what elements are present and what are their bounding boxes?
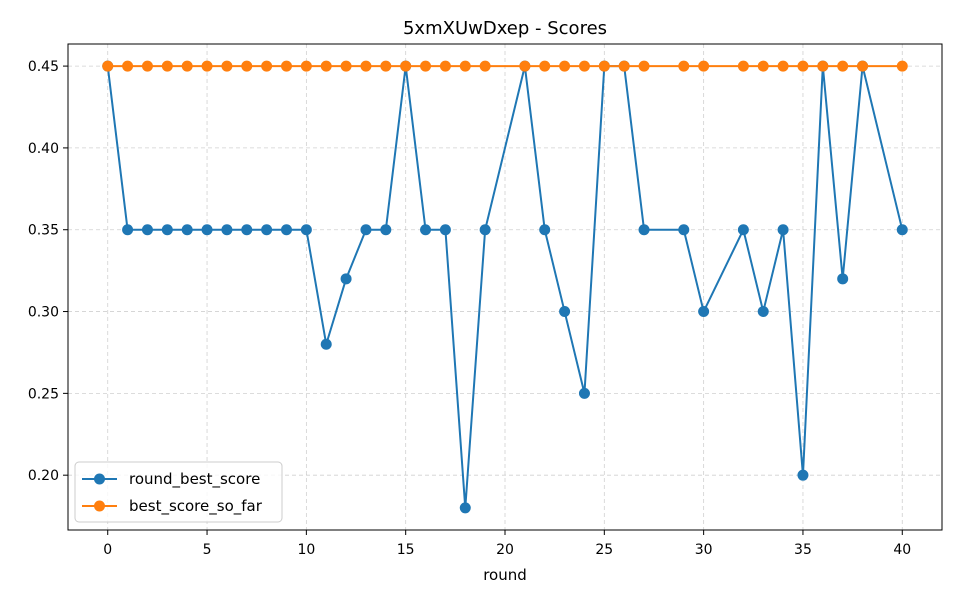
x-tick-label: 35: [794, 542, 812, 558]
data-point-round_best_score: [241, 224, 253, 236]
data-point-best_score_so_far: [698, 60, 710, 72]
grid: [68, 44, 942, 530]
legend-marker-best_score_so_far: [94, 500, 105, 512]
data-point-best_score_so_far: [400, 60, 412, 72]
data-point-round_best_score: [797, 469, 809, 481]
x-tick-label: 15: [397, 542, 415, 558]
series-layer: [102, 60, 908, 514]
data-point-best_score_so_far: [281, 60, 292, 72]
y-tick-label: 0.45: [28, 59, 59, 75]
data-point-round_best_score: [261, 224, 273, 236]
data-point-best_score_so_far: [181, 60, 193, 72]
data-point-best_score_so_far: [598, 60, 610, 72]
data-point-round_best_score: [320, 338, 332, 350]
data-point-round_best_score: [559, 306, 571, 318]
data-point-round_best_score: [678, 224, 690, 236]
x-axis-label: round: [483, 566, 527, 584]
data-point-best_score_so_far: [241, 60, 253, 72]
x-tick-label: 20: [496, 542, 514, 558]
data-point-best_score_so_far: [360, 60, 372, 72]
data-point-round_best_score: [439, 224, 451, 236]
data-point-best_score_so_far: [578, 60, 590, 72]
data-point-round_best_score: [380, 224, 392, 236]
data-point-best_score_so_far: [737, 60, 749, 72]
data-point-best_score_so_far: [439, 60, 451, 72]
y-tick-label: 0.35: [28, 223, 59, 239]
x-tick-label: 30: [695, 542, 713, 558]
data-point-round_best_score: [757, 306, 769, 318]
x-tick-label: 25: [595, 542, 613, 558]
data-point-best_score_so_far: [896, 60, 908, 72]
data-point-best_score_so_far: [559, 60, 571, 72]
data-point-best_score_so_far: [777, 60, 789, 72]
data-point-round_best_score: [122, 224, 134, 236]
series-line-round_best_score: [106, 65, 904, 509]
data-point-best_score_so_far: [459, 60, 471, 72]
data-point-best_score_so_far: [817, 60, 829, 72]
data-point-round_best_score: [837, 273, 849, 285]
legend-box: [74, 461, 283, 523]
data-point-round_best_score: [578, 387, 590, 399]
x-tick-label: 5: [203, 542, 212, 558]
x-tick-label: 0: [103, 542, 112, 558]
data-point-best_score_so_far: [757, 60, 769, 72]
data-point-round_best_score: [777, 224, 789, 236]
data-point-best_score_so_far: [638, 60, 650, 72]
data-point-round_best_score: [340, 273, 352, 285]
data-point-best_score_so_far: [300, 60, 312, 72]
data-point-round_best_score: [181, 224, 193, 236]
data-point-best_score_so_far: [519, 60, 531, 72]
y-tick-label: 0.30: [28, 305, 59, 321]
ticks: 0 5 10 15 20 25 30 35 40 0.20 0.25 0.30 0.35 0.40 0.45: [28, 59, 911, 558]
y-tick-label: 0.25: [28, 386, 59, 402]
data-point-best_score_so_far: [221, 60, 233, 72]
data-point-best_score_so_far: [340, 60, 352, 72]
data-point-best_score_so_far: [539, 60, 551, 72]
data-point-best_score_so_far: [857, 60, 869, 72]
data-point-round_best_score: [201, 224, 213, 236]
data-point-round_best_score: [141, 224, 153, 236]
data-point-best_score_so_far: [122, 60, 134, 72]
data-point-round_best_score: [420, 224, 432, 236]
data-point-round_best_score: [737, 224, 749, 236]
data-point-best_score_so_far: [678, 60, 690, 72]
data-point-best_score_so_far: [261, 60, 273, 72]
data-point-round_best_score: [281, 224, 292, 236]
data-point-best_score_so_far: [141, 60, 153, 72]
legend-label-best_score_so_far: best_score_so_far: [129, 497, 263, 516]
data-point-best_score_so_far: [618, 60, 630, 72]
x-tick-label: 10: [297, 542, 315, 558]
data-point-round_best_score: [698, 306, 710, 318]
data-point-best_score_so_far: [797, 60, 809, 72]
data-point-round_best_score: [896, 224, 908, 236]
legend-marker-round_best_score: [94, 473, 105, 485]
chart-title: 5xmXUwDxep - Scores: [403, 18, 607, 39]
data-point-round_best_score: [479, 224, 491, 236]
y-tick-label: 0.20: [28, 468, 59, 484]
x-tick-label: 40: [893, 542, 911, 558]
data-point-best_score_so_far: [380, 60, 392, 72]
data-point-best_score_so_far: [102, 60, 114, 72]
data-point-best_score_so_far: [201, 60, 213, 72]
data-point-round_best_score: [459, 502, 471, 514]
data-point-best_score_so_far: [420, 60, 432, 72]
data-point-round_best_score: [638, 224, 650, 236]
data-point-round_best_score: [300, 224, 312, 236]
legend-label-round_best_score: round_best_score: [129, 470, 260, 489]
legend: round_best_score best_score_so_far: [74, 461, 283, 523]
y-tick-label: 0.40: [28, 141, 59, 157]
data-point-round_best_score: [539, 224, 551, 236]
data-point-round_best_score: [161, 224, 173, 236]
data-point-best_score_so_far: [479, 60, 491, 72]
data-point-round_best_score: [360, 224, 372, 236]
data-point-best_score_so_far: [161, 60, 173, 72]
data-point-round_best_score: [221, 224, 233, 236]
data-point-best_score_so_far: [837, 60, 849, 72]
data-point-best_score_so_far: [320, 60, 332, 72]
